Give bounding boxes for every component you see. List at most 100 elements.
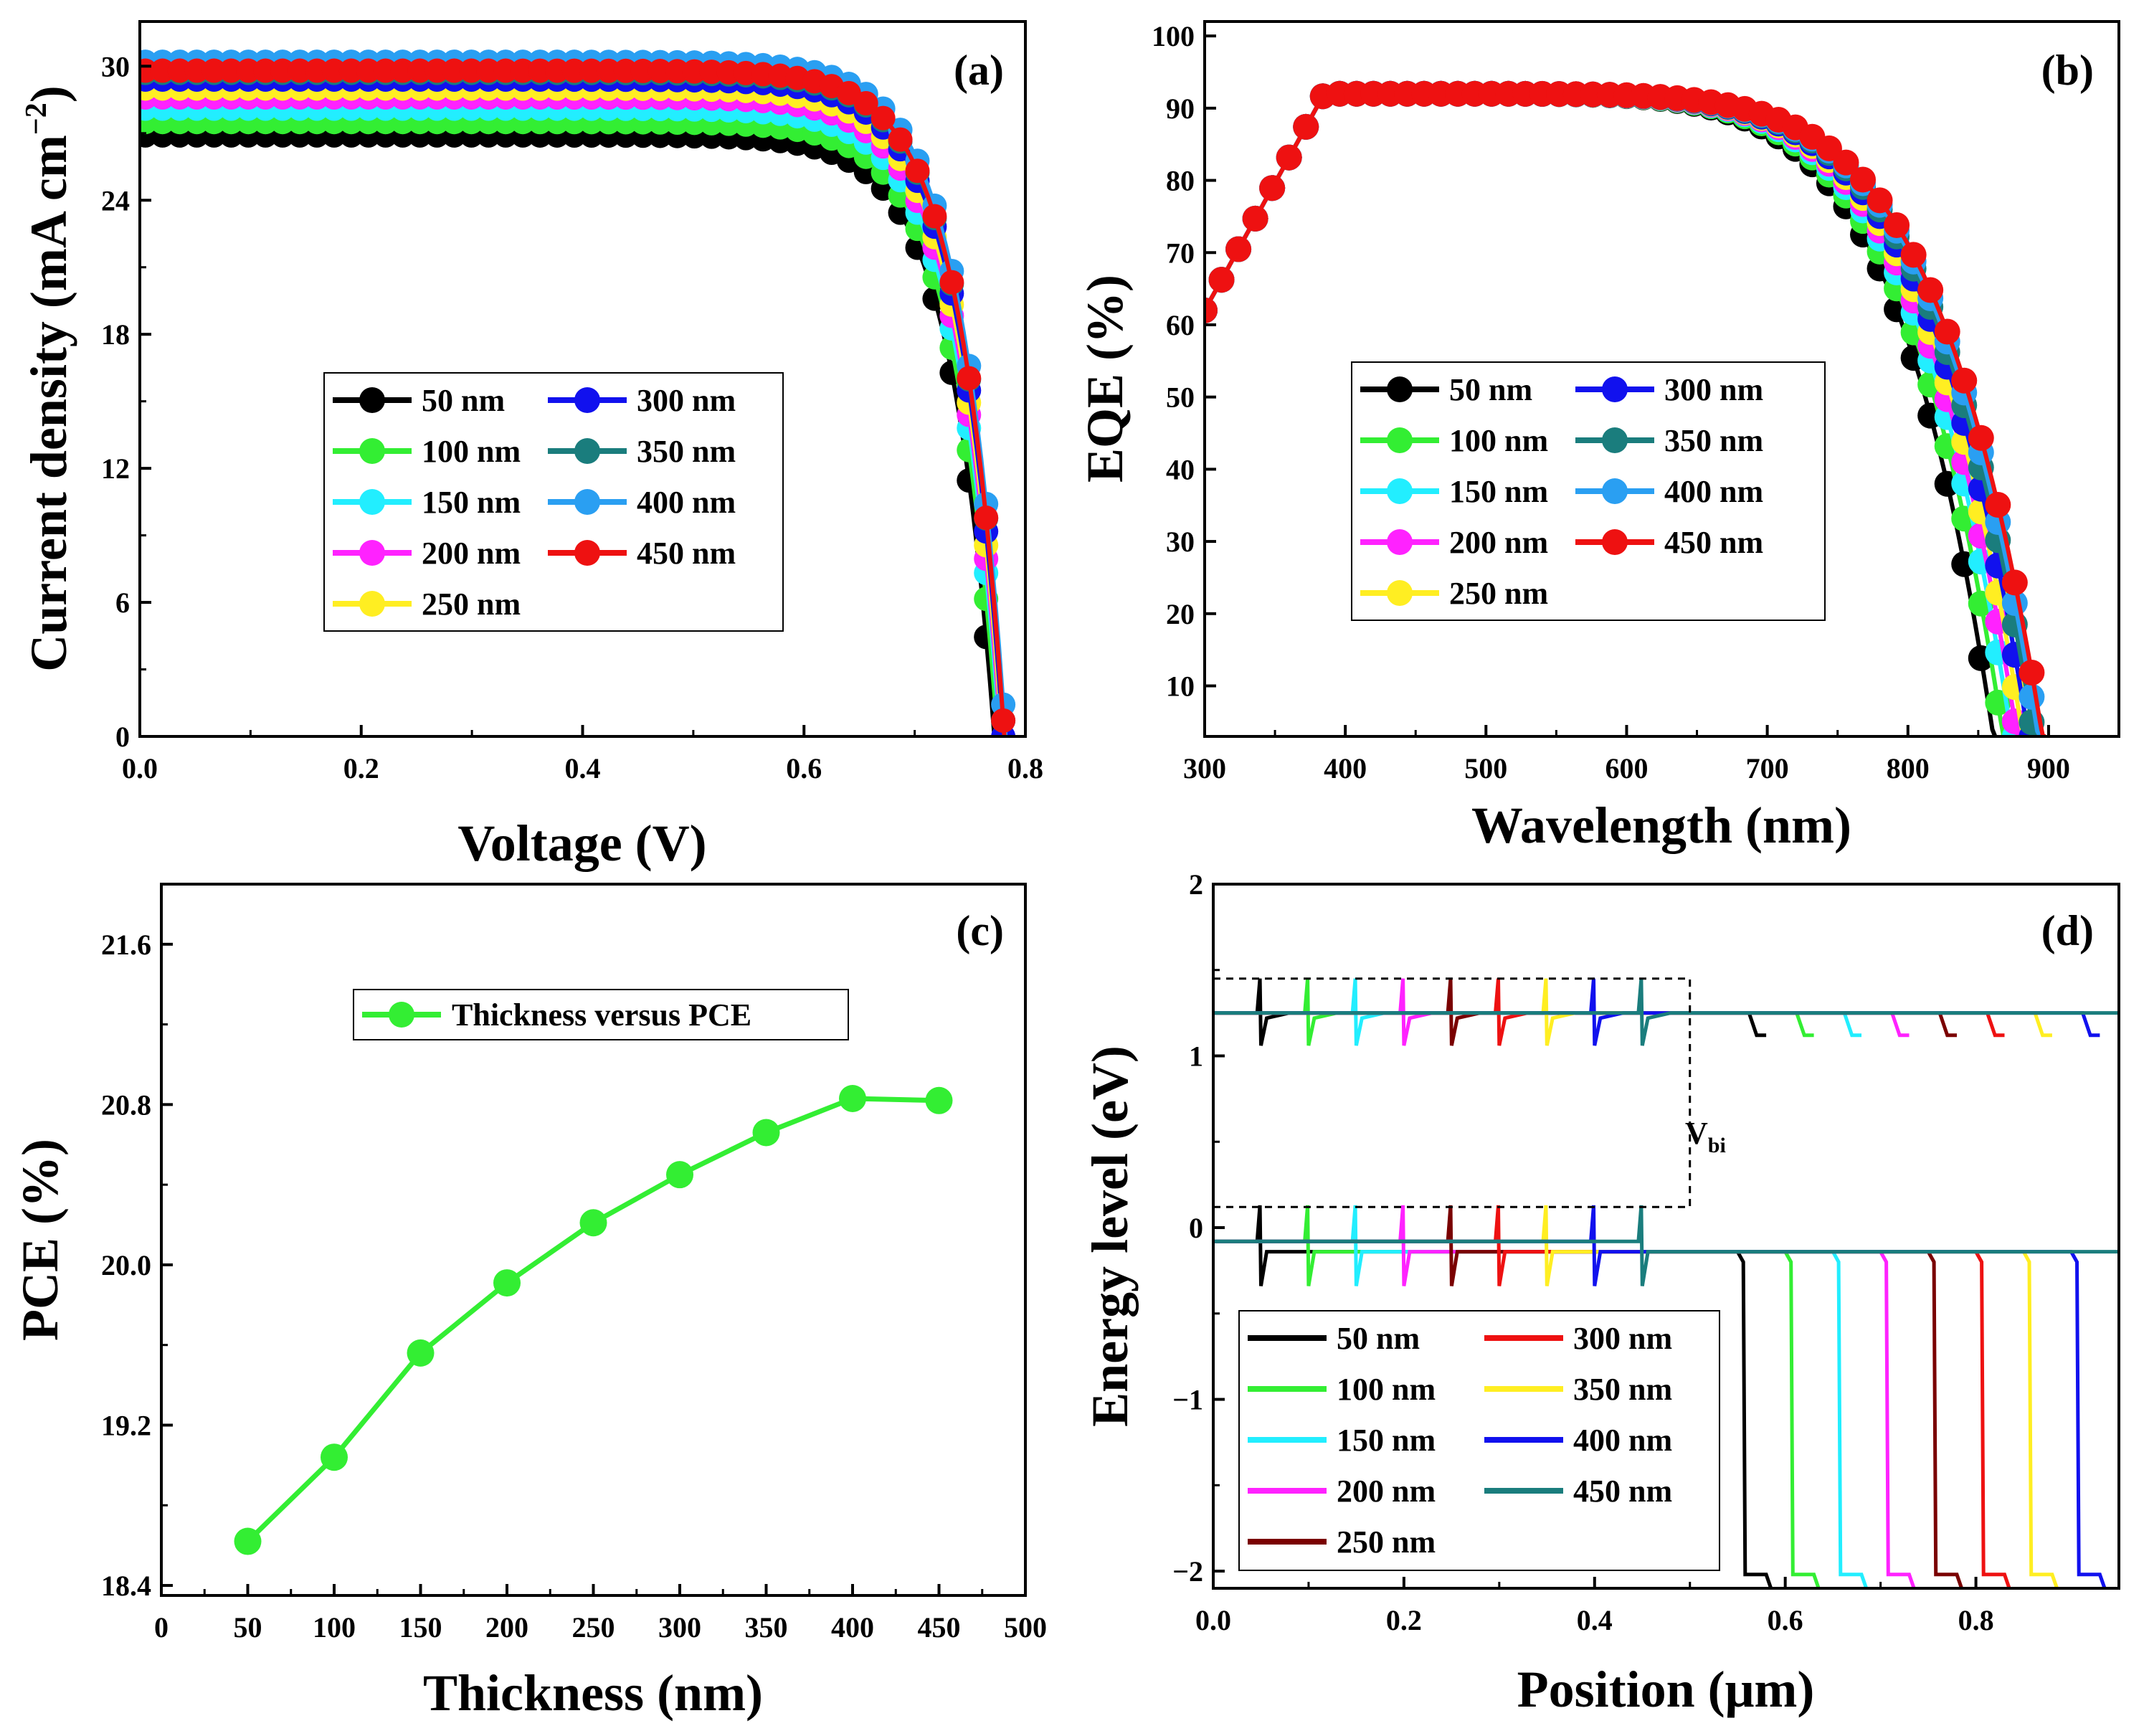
panel-d-ylabel: Energy level (eV) <box>1081 1045 1139 1427</box>
y-tick-label: 50 <box>1166 381 1195 414</box>
legend-marker-150nm <box>1387 478 1413 504</box>
panel-a-xlabel: Voltage (V) <box>457 815 706 872</box>
y-tick-label: 80 <box>1166 165 1195 197</box>
data-point-c <box>752 1119 780 1147</box>
data-point-a-450nm <box>511 58 536 83</box>
panel-b-eqe-curves: 300 400 500 600 700 800 900 10 20 30 40 50 60 70 80 90 1… <box>1076 20 2120 854</box>
y-tick-label: 60 <box>1166 309 1195 341</box>
legend-label-250nm: 250 nm <box>1449 576 1548 611</box>
data-point-c <box>493 1269 521 1297</box>
y-tick-label: 10 <box>1166 670 1195 703</box>
y-tick-label: 6 <box>115 587 130 619</box>
data-point-a-450nm <box>184 58 209 83</box>
data-point-a-450nm <box>665 59 690 84</box>
y-tick-label: 18.4 <box>101 1570 151 1602</box>
x-tick-label: 300 <box>658 1611 701 1643</box>
band-cb-450nm <box>1213 978 2119 1046</box>
panel-c-marks <box>234 1084 953 1555</box>
x-tick-label: 0.4 <box>1577 1604 1613 1636</box>
legend-label-400nm: 400 nm <box>637 485 736 520</box>
band-cb-200nm <box>1213 978 1910 1046</box>
legend-label-100nm: 100 nm <box>1449 423 1548 458</box>
legend-label-400nm: 400 nm <box>1573 1423 1672 1458</box>
band-cb-300nm <box>1213 978 2005 1046</box>
data-point-a-450nm <box>150 58 175 83</box>
x-tick-label: 300 <box>1183 752 1226 784</box>
panel-b-ylabel: EQE (%) <box>1076 275 1134 483</box>
band-cb-250nm <box>1213 978 1957 1046</box>
data-point-a-450nm <box>699 60 724 85</box>
legend-label-50nm: 50 nm <box>1449 372 1532 407</box>
data-point-b-450nm <box>1866 187 1893 214</box>
data-point-a-450nm <box>613 58 638 83</box>
y-tick-label: 12 <box>101 452 130 485</box>
band-cb-350nm <box>1213 978 2052 1046</box>
legend-marker-350nm <box>574 438 600 464</box>
data-point-c <box>321 1443 348 1471</box>
band-cb-50nm <box>1213 978 1767 1046</box>
data-point-a-450nm <box>338 58 364 83</box>
legend-label-450nm: 450 nm <box>637 536 736 571</box>
legend-marker-150nm <box>359 489 385 515</box>
legend-label-200nm: 200 nm <box>1449 525 1548 560</box>
data-point-a-450nm <box>459 58 484 83</box>
data-point-a-450nm <box>356 58 381 83</box>
legend-label-450nm: 450 nm <box>1664 525 1763 560</box>
data-point-b-450nm <box>1951 367 1978 394</box>
data-point-a-450nm <box>270 58 295 83</box>
y-tick-label: 21.6 <box>101 929 151 961</box>
data-point-b-450nm <box>1259 175 1286 201</box>
data-point-a-450nm <box>871 105 896 131</box>
data-point-c <box>925 1086 953 1114</box>
y-tick-label: 30 <box>1166 526 1195 558</box>
panel-b-xlabel: Wavelength (nm) <box>1471 797 1851 854</box>
legend-marker-350nm <box>1602 427 1628 453</box>
x-tick-label: 400 <box>831 1611 874 1643</box>
legend-label-350nm: 350 nm <box>637 434 736 469</box>
legend-label-450nm: 450 nm <box>1573 1474 1672 1509</box>
data-point-a-450nm <box>288 58 313 83</box>
legend-label-c: Thickness versus PCE <box>452 997 751 1033</box>
x-tick-label: 0.4 <box>565 752 601 784</box>
panel-c-pce-vs-thickness: 0 50 100 150 200 250 300 350 400 450 500 18.4 19.2 20… <box>11 883 1047 1722</box>
x-tick-label: 0.2 <box>343 752 379 784</box>
x-tick-label: 100 <box>313 1611 356 1643</box>
legend-label-300nm: 300 nm <box>637 383 736 418</box>
data-point-a-450nm <box>630 58 655 83</box>
panel-d-vbi-annotation: Vbi <box>1685 1116 1726 1157</box>
legend-label-100nm: 100 nm <box>1337 1372 1436 1407</box>
panel-d-frame <box>1212 883 2120 1590</box>
data-point-b-450nm <box>1276 144 1302 171</box>
data-point-a-450nm <box>442 58 467 83</box>
legend-marker-300nm <box>574 387 600 413</box>
data-point-b-450nm <box>1934 318 1960 345</box>
legend-label-150nm: 150 nm <box>1449 474 1548 509</box>
data-point-c <box>407 1339 435 1367</box>
x-tick-label: 800 <box>1887 752 1930 784</box>
data-point-a-450nm <box>905 158 930 184</box>
data-point-b-450nm <box>1208 267 1235 293</box>
panel-d-ticks: 0.0 0.2 0.4 0.6 0.8 −2 −1 0 1 2 <box>1172 868 1993 1636</box>
panel-d-vbi-sub: bi <box>1708 1134 1726 1157</box>
panel-c-xlabel: Thickness (nm) <box>423 1664 763 1722</box>
panel-d-energy-bands: 0.0 0.2 0.4 0.6 0.8 −2 −1 0 1 2 (d) Position (μm)… <box>1081 868 2120 1718</box>
legend-label-200nm: 200 nm <box>1337 1474 1436 1509</box>
x-tick-label: 200 <box>485 1611 528 1643</box>
data-point-a-450nm <box>528 58 553 83</box>
panel-c-ylabel: PCE (%) <box>11 1139 69 1341</box>
data-point-a-450nm <box>305 58 329 83</box>
panel-c-ticks: 0 50 100 150 200 250 300 350 400 450 500 18.4 19.2 20… <box>101 929 1047 1643</box>
y-tick-label: 2 <box>1189 868 1203 901</box>
data-point-a-450nm <box>201 58 227 83</box>
data-point-a-450nm <box>939 270 964 295</box>
legend-marker-400nm <box>574 489 600 515</box>
legend-marker-450nm <box>574 540 600 566</box>
y-tick-label: 0 <box>1189 1212 1203 1244</box>
x-tick-label: 0.8 <box>1007 752 1043 784</box>
legend-label-400nm: 400 nm <box>1664 474 1763 509</box>
y-tick-label: 1 <box>1189 1040 1203 1073</box>
legend-marker-100nm <box>1387 427 1413 453</box>
data-point-b-450nm <box>1205 297 1218 323</box>
data-point-a-450nm <box>716 60 741 85</box>
y-tick-label: 19.2 <box>101 1409 151 1441</box>
